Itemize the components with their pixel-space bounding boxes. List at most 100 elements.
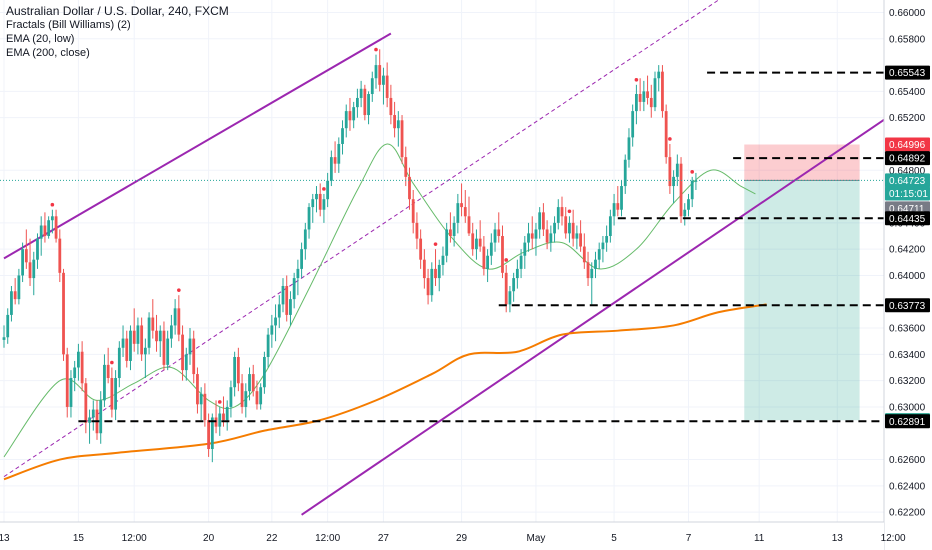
candle-body (266, 334, 270, 357)
fractal-markers (50, 47, 694, 404)
candle-body (106, 364, 110, 379)
candle-body (333, 157, 337, 164)
candle-body (690, 180, 694, 200)
candle-body (367, 94, 370, 116)
candle-body (307, 207, 311, 230)
channel-lines[interactable] (3, 0, 898, 516)
candle-body (649, 97, 653, 108)
price-tick-label: 0.62600 (889, 455, 926, 466)
price-tick-label: 0.63400 (889, 350, 926, 361)
ema20-label[interactable]: EMA (20, low) (6, 33, 75, 45)
candle-body (10, 291, 13, 315)
price-tick-label: 0.62200 (889, 508, 926, 519)
symbol-title[interactable]: Australian Dollar / U.S. Dollar, 240, FX… (6, 4, 229, 18)
candle-body (151, 317, 155, 331)
time-tick-label: 22 (266, 533, 278, 544)
candle-body (575, 233, 579, 239)
price-tag-label: 0.62891 (889, 417, 926, 428)
candle-body (408, 176, 411, 200)
candle-body (471, 233, 475, 250)
candle-body (385, 75, 389, 98)
price-tag-label: 0.64711 (889, 204, 925, 215)
candle-body (207, 420, 210, 450)
candle-body (162, 330, 166, 365)
ema200-label[interactable]: EMA (200, close) (6, 47, 90, 59)
time-tick-label: 12:00 (122, 533, 147, 544)
candle-body (382, 75, 385, 85)
candle-body (303, 229, 307, 250)
price-axis-bg (884, 0, 932, 550)
candle-body (248, 374, 251, 392)
candle-body (117, 347, 121, 379)
candle-body (28, 262, 32, 279)
time-tick-label: 11 (754, 533, 765, 544)
candle-body (374, 65, 378, 79)
candle-body (456, 203, 460, 223)
candle-body (590, 268, 594, 279)
candle-body (173, 308, 177, 326)
candle-body (236, 356, 240, 384)
candle-body (571, 222, 575, 239)
candle-body (143, 347, 147, 355)
candle-body (274, 317, 277, 326)
candle-body (84, 383, 88, 423)
candle-body (582, 246, 586, 263)
candle-body (653, 78, 657, 108)
price-tag-bg (885, 65, 930, 80)
candle-body (452, 222, 456, 237)
candle-body (657, 71, 661, 79)
candle-body (110, 378, 114, 410)
candle-body (73, 367, 77, 379)
price-tag-label: 0.64723 (889, 176, 926, 187)
candle-body (612, 203, 616, 217)
candle-body (396, 120, 400, 129)
fractals-label[interactable]: Fractals (Bill Williams) (2) (6, 19, 131, 31)
fractal-marker (690, 170, 694, 174)
candle-body (2, 337, 6, 340)
candle-body (586, 262, 590, 279)
candle-body (225, 406, 229, 421)
price-tag-bg (885, 137, 930, 152)
candle-body (103, 364, 106, 401)
candle-body (579, 233, 582, 247)
time-tick-label: 5 (611, 533, 617, 544)
candle-body (270, 325, 274, 335)
candle-body (400, 120, 404, 158)
candle-body (13, 291, 17, 300)
fractal-marker (374, 47, 378, 52)
candle-body (601, 242, 605, 250)
candle-body (65, 354, 69, 407)
fractal-marker (110, 360, 114, 365)
price-tick-label: 0.63200 (889, 376, 926, 387)
time-tick-label: 13 (0, 533, 10, 544)
candle-body (445, 229, 449, 256)
candle-body (508, 291, 512, 305)
candle-body (419, 238, 423, 260)
candle-body (233, 356, 237, 388)
candle-body (631, 111, 635, 138)
time-axis[interactable]: 13 15 12:00 20 22 12:00 27 29 May 5 7 11 13 12:00 (0, 521, 906, 550)
price-tag-label: 0.65543 (889, 68, 926, 79)
candle-body (675, 163, 679, 177)
price-tick-label: 0.62400 (889, 481, 926, 492)
candle-body (672, 176, 675, 187)
price-tick-label: 0.64800 (889, 166, 926, 177)
candle-body (449, 229, 452, 237)
candle-body (515, 268, 519, 279)
candle-body (635, 94, 638, 112)
candle-body (129, 330, 132, 361)
candle-body (69, 378, 73, 407)
candle-body (378, 65, 382, 85)
price-tag-bg (885, 186, 930, 201)
candle-body (501, 236, 504, 273)
candle-body (356, 97, 359, 108)
horizontal-levels[interactable] (78, 71, 890, 423)
price-axis[interactable]: 0.66000 0.65800 0.65400 0.65200 0.64800 0.644… (883, 0, 932, 550)
time-tick-label: 12:00 (315, 533, 340, 544)
position-tool[interactable] (744, 144, 860, 421)
candle-body (389, 97, 393, 116)
candles (2, 49, 698, 463)
candle-body (393, 115, 396, 129)
candle-body (605, 236, 609, 243)
